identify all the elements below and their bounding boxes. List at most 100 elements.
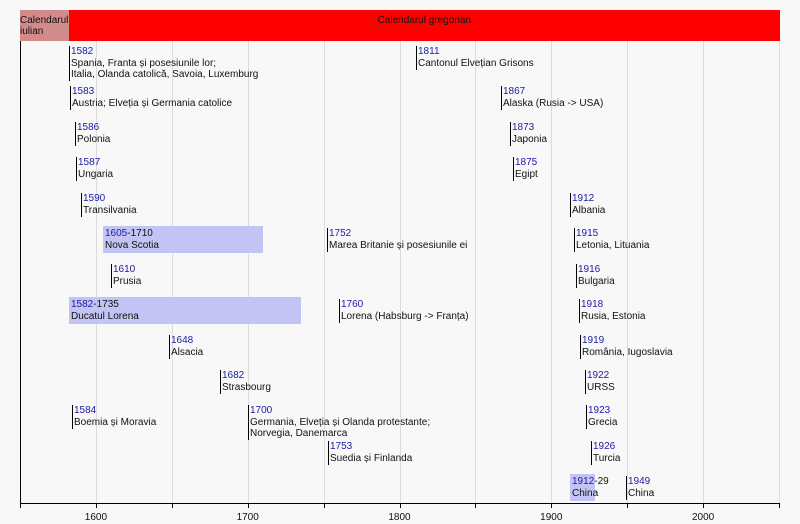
event-marker bbox=[570, 193, 571, 217]
gridline bbox=[551, 41, 552, 503]
event-year-line: 1912 bbox=[572, 193, 605, 205]
event-marker bbox=[416, 46, 417, 70]
x-tick bbox=[20, 503, 21, 508]
event-label: URSS bbox=[587, 381, 615, 393]
event-label: Bulgaria bbox=[578, 275, 615, 287]
event-range-end: -29 bbox=[594, 476, 609, 487]
event-label: Ungaria bbox=[78, 168, 114, 180]
event-year: 1873 bbox=[512, 122, 535, 133]
event-label: Italia, Olanda catolică, Savoia, Luxembu… bbox=[71, 69, 259, 80]
event-year: 1919 bbox=[582, 335, 605, 346]
period-bar bbox=[103, 226, 263, 253]
timeline-event: 1682 Strasbourg bbox=[220, 370, 271, 394]
band-label: Calendarul bbox=[20, 15, 69, 26]
period-bar bbox=[68, 297, 301, 324]
event-marker bbox=[328, 441, 329, 465]
x-tick bbox=[400, 503, 401, 508]
event-year: 1582 bbox=[71, 299, 94, 310]
event-label: Turcia bbox=[593, 452, 621, 464]
event-label: Nova Scotia bbox=[105, 239, 159, 251]
event-year: 1918 bbox=[581, 299, 604, 310]
event-label: Alsacia bbox=[171, 346, 204, 358]
event-label: Cantonul Elvețian Grisons bbox=[418, 57, 534, 69]
timeline-event: 1919 România, Iugoslavia bbox=[580, 335, 673, 359]
timeline-event: 1583 Austria; Elveția și Germania catolic… bbox=[70, 86, 232, 110]
event-year-line: 1919 bbox=[582, 335, 673, 347]
event-marker bbox=[501, 86, 502, 110]
event-year: 1590 bbox=[83, 193, 106, 204]
gridline bbox=[324, 41, 325, 503]
event-year-line: 1605-1710 bbox=[105, 228, 159, 240]
event-year: 1605 bbox=[105, 228, 128, 239]
event-year: 1587 bbox=[78, 157, 101, 168]
event-marker bbox=[169, 335, 170, 359]
event-label: Egipt bbox=[515, 168, 538, 180]
period-bar bbox=[569, 474, 596, 501]
event-marker bbox=[586, 405, 587, 429]
x-tick bbox=[779, 503, 780, 508]
event-year: 1610 bbox=[113, 264, 136, 275]
event-year-line: 1587 bbox=[78, 157, 113, 169]
timeline-event: 1610 Prusia bbox=[111, 264, 141, 288]
event-year: 1752 bbox=[329, 228, 352, 239]
event-label: Polonia bbox=[77, 133, 111, 145]
event-year: 1584 bbox=[74, 405, 97, 416]
gregorian-calendar-band: Calendarul gregorian bbox=[68, 10, 780, 41]
gridline bbox=[703, 41, 704, 503]
event-label: Germania, Elveția și Olanda protestante; bbox=[250, 416, 431, 428]
gridline bbox=[779, 41, 780, 503]
event-year: 1700 bbox=[250, 405, 273, 416]
y-axis-line bbox=[20, 41, 21, 503]
event-year: 1582 bbox=[71, 46, 94, 57]
event-year-line: 1916 bbox=[578, 264, 615, 276]
gridline bbox=[475, 41, 476, 503]
timeline-event: 1926 Turcia bbox=[591, 441, 621, 465]
event-year: 1586 bbox=[77, 122, 100, 133]
x-tick-label: 1800 bbox=[388, 512, 411, 523]
x-tick bbox=[324, 503, 325, 508]
event-year-line: 1873 bbox=[512, 122, 547, 134]
event-label: Suedia și Finlanda bbox=[330, 452, 413, 464]
event-marker bbox=[579, 299, 580, 323]
event-marker bbox=[591, 441, 592, 465]
timeline-event: 1586 Polonia bbox=[75, 122, 111, 146]
event-marker bbox=[576, 264, 577, 288]
event-marker bbox=[585, 370, 586, 394]
timeline-event: 1875 Egipt bbox=[513, 157, 538, 181]
event-marker bbox=[513, 157, 514, 181]
event-label: China bbox=[628, 487, 655, 499]
event-year-line: 1583 bbox=[72, 86, 232, 98]
event-marker bbox=[72, 405, 73, 429]
x-tick bbox=[627, 503, 628, 508]
timeline-event: 1753 Suedia și Finlanda bbox=[328, 441, 413, 465]
event-year-line: 1949 bbox=[628, 476, 654, 488]
event-label: Albania bbox=[572, 204, 606, 216]
timeline-event: 1912-29 China bbox=[570, 476, 609, 499]
event-label: Rusia, Estonia bbox=[581, 310, 646, 322]
timeline-event: 1582-1735 Ducatul Lorena bbox=[69, 299, 139, 322]
event-marker bbox=[69, 46, 70, 81]
event-marker bbox=[510, 122, 511, 146]
x-tick-label: 2000 bbox=[691, 512, 715, 523]
timeline-event: 1584 Boemia și Moravia bbox=[72, 405, 156, 429]
band-label: Calendarul gregorian bbox=[377, 15, 471, 26]
event-year: 1912 bbox=[572, 193, 595, 204]
event-year-line: 1584 bbox=[74, 405, 156, 417]
band-label: iulian bbox=[20, 26, 44, 37]
event-label: Letonia, Lituania bbox=[576, 239, 650, 251]
event-year-line: 1648 bbox=[171, 335, 203, 347]
x-tick bbox=[475, 503, 476, 508]
event-range-end: -1710 bbox=[127, 228, 153, 239]
gridline bbox=[96, 41, 97, 503]
event-label: Japonia bbox=[512, 133, 548, 145]
event-year-line: 1752 bbox=[329, 228, 467, 240]
timeline-event: 1949 China bbox=[626, 476, 655, 500]
event-year-line: 1915 bbox=[576, 228, 649, 240]
event-year: 1682 bbox=[222, 370, 245, 381]
event-year-line: 1682 bbox=[222, 370, 271, 382]
x-tick-label: 1900 bbox=[540, 512, 563, 523]
gridline bbox=[248, 41, 249, 503]
event-year-line: 1918 bbox=[581, 299, 645, 311]
event-year: 1583 bbox=[72, 86, 95, 97]
